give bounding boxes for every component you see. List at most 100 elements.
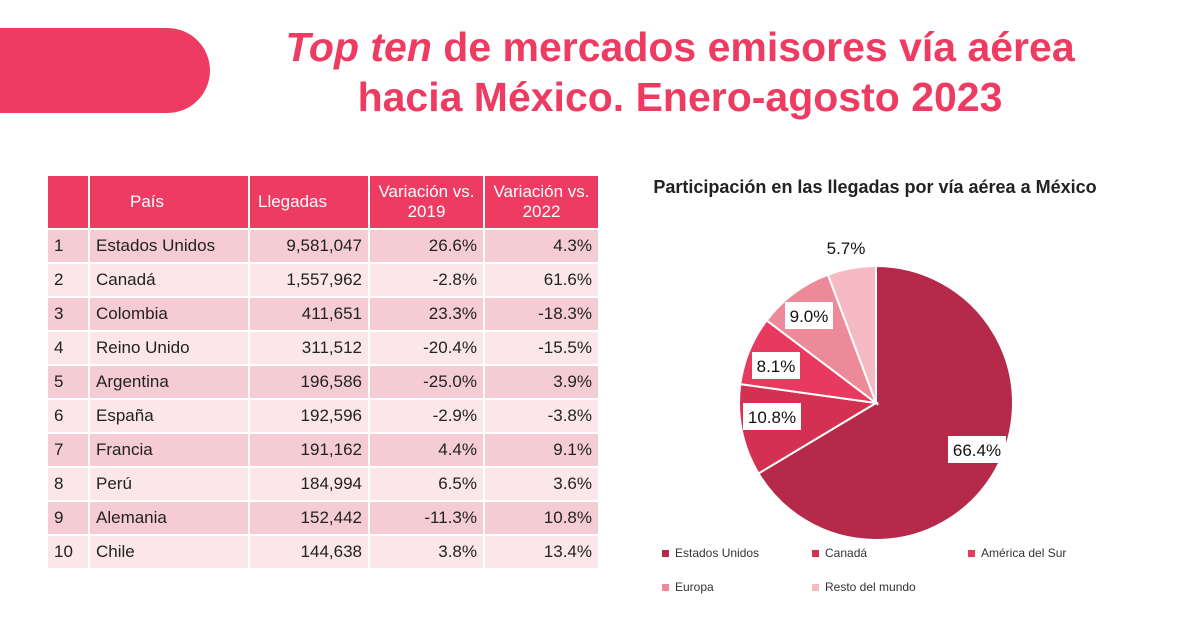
- table-row: 10 Chile 144,638 3.8% 13.4%: [48, 534, 600, 568]
- pie-slice-0: [757, 264, 1014, 541]
- country-cell: Estados Unidos: [89, 228, 250, 263]
- arrivals-cell: 311,512: [249, 330, 370, 365]
- var-2022-cell: -18.3%: [484, 296, 600, 331]
- var-2022-cell: 3.9%: [484, 364, 600, 399]
- legend-label: Resto del mundo: [825, 580, 916, 594]
- table-row: 4 Reino Unido 311,512 -20.4% -15.5%: [48, 330, 600, 365]
- data-label-bg: [785, 302, 833, 329]
- arrivals-cell: 411,651: [249, 296, 370, 331]
- data-label: 9.0%: [790, 307, 829, 326]
- arrivals-cell: 184,994: [249, 466, 370, 501]
- var-2019-cell: 3.8%: [369, 534, 485, 568]
- rank-cell: 1: [48, 228, 90, 263]
- rank-cell: 3: [48, 296, 90, 331]
- col-var-2022: Variación vs. 2022: [484, 176, 600, 229]
- chart-title: Participación en las llegadas por vía aé…: [653, 177, 1097, 197]
- arrivals-cell: 196,586: [249, 364, 370, 399]
- var-2019-cell: 26.6%: [369, 228, 485, 263]
- var-2019-cell: 23.3%: [369, 296, 485, 331]
- col-var-2019: Variación vs. 2019: [369, 176, 485, 229]
- table-row: 2 Canadá 1,557,962 -2.8% 61.6%: [48, 262, 600, 297]
- col-arrivals: Llegadas: [249, 176, 370, 229]
- title-line2: hacia México. Enero-agosto 2023: [357, 74, 1003, 120]
- arrivals-cell: 1,557,962: [249, 262, 370, 297]
- table-row: 1 Estados Unidos 9,581,047 26.6% 4.3%: [48, 228, 600, 263]
- col-rank: [48, 176, 90, 229]
- var-2022-cell: 3.6%: [484, 466, 600, 501]
- legend-label: América del Sur: [981, 546, 1067, 560]
- var-2022-cell: 61.6%: [484, 262, 600, 297]
- arrivals-cell: 144,638: [249, 534, 370, 568]
- table-row: 5 Argentina 196,586 -25.0% 3.9%: [48, 364, 600, 399]
- rank-cell: 5: [48, 364, 90, 399]
- rank-cell: 4: [48, 330, 90, 365]
- var-2019-cell: 4.4%: [369, 432, 485, 467]
- legend-item: Resto del mundo: [812, 580, 916, 594]
- var-2022-cell: 4.3%: [484, 228, 600, 263]
- legend-swatch: [662, 550, 669, 557]
- var-2022-cell: 9.1%: [484, 432, 600, 467]
- var-2022-cell: -15.5%: [484, 330, 600, 365]
- legend-label: Europa: [675, 580, 714, 594]
- legend-label: Estados Unidos: [675, 546, 760, 560]
- pie-slice-4: [826, 264, 877, 404]
- var-2019-cell: -25.0%: [369, 364, 485, 399]
- country-cell: Reino Unido: [89, 330, 250, 365]
- title-line1: de mercados emisores vía aérea: [431, 24, 1075, 70]
- title-italic: Top ten: [285, 24, 432, 70]
- legend-swatch: [812, 584, 819, 591]
- arrivals-cell: 9,581,047: [249, 228, 370, 263]
- col-country: País: [89, 176, 250, 229]
- table-row: 9 Alemania 152,442 -11.3% 10.8%: [48, 500, 600, 535]
- legend-item: Estados Unidos: [662, 546, 759, 560]
- var-2022-cell: -3.8%: [484, 398, 600, 433]
- page-title: Top ten de mercados emisores vía aérea ha…: [230, 22, 1130, 122]
- legend-swatch: [968, 550, 975, 557]
- country-cell: Canadá: [89, 262, 250, 297]
- var-2019-cell: -2.8%: [369, 262, 485, 297]
- legend-item: Europa: [662, 580, 714, 594]
- legend-item: Canadá: [812, 546, 867, 560]
- markets-table: País Llegadas Variación vs. 2019 Variaci…: [48, 176, 600, 568]
- table-row: 3 Colombia 411,651 23.3% -18.3%: [48, 296, 600, 331]
- rank-cell: 7: [48, 432, 90, 467]
- legend-swatch: [812, 550, 819, 557]
- data-label: 8.1%: [757, 357, 796, 376]
- data-label-bg: [743, 403, 801, 430]
- rank-cell: 2: [48, 262, 90, 297]
- country-cell: Francia: [89, 432, 250, 467]
- table-row: 7 Francia 191,162 4.4% 9.1%: [48, 432, 600, 467]
- var-2019-cell: 6.5%: [369, 466, 485, 501]
- var-2022-cell: 13.4%: [484, 534, 600, 568]
- legend-item: América del Sur: [968, 546, 1066, 560]
- rank-cell: 10: [48, 534, 90, 568]
- var-2019-cell: -2.9%: [369, 398, 485, 433]
- data-label: 66.4%: [953, 441, 1001, 460]
- data-label-bg: [752, 352, 800, 379]
- data-label-bg: [948, 436, 1006, 463]
- var-2019-cell: -20.4%: [369, 330, 485, 365]
- var-2019-cell: -11.3%: [369, 500, 485, 535]
- arrivals-cell: 152,442: [249, 500, 370, 535]
- rank-cell: 9: [48, 500, 90, 535]
- decorative-banner: [0, 28, 210, 113]
- country-cell: Chile: [89, 534, 250, 568]
- country-cell: España: [89, 398, 250, 433]
- arrivals-cell: 191,162: [249, 432, 370, 467]
- table-header: País Llegadas Variación vs. 2019 Variaci…: [48, 176, 600, 229]
- var-2022-cell: 10.8%: [484, 500, 600, 535]
- country-cell: Perú: [89, 466, 250, 501]
- arrivals-cell: 192,596: [249, 398, 370, 433]
- table-row: 6 España 192,596 -2.9% -3.8%: [48, 398, 600, 433]
- legend-label: Canadá: [825, 546, 868, 560]
- legend-swatch: [662, 584, 669, 591]
- table-row: 8 Perú 184,994 6.5% 3.6%: [48, 466, 600, 501]
- country-cell: Colombia: [89, 296, 250, 331]
- rank-cell: 8: [48, 466, 90, 501]
- rank-cell: 6: [48, 398, 90, 433]
- data-label: 5.7%: [827, 239, 866, 258]
- country-cell: Alemania: [89, 500, 250, 535]
- country-cell: Argentina: [89, 364, 250, 399]
- data-label: 10.8%: [748, 408, 796, 427]
